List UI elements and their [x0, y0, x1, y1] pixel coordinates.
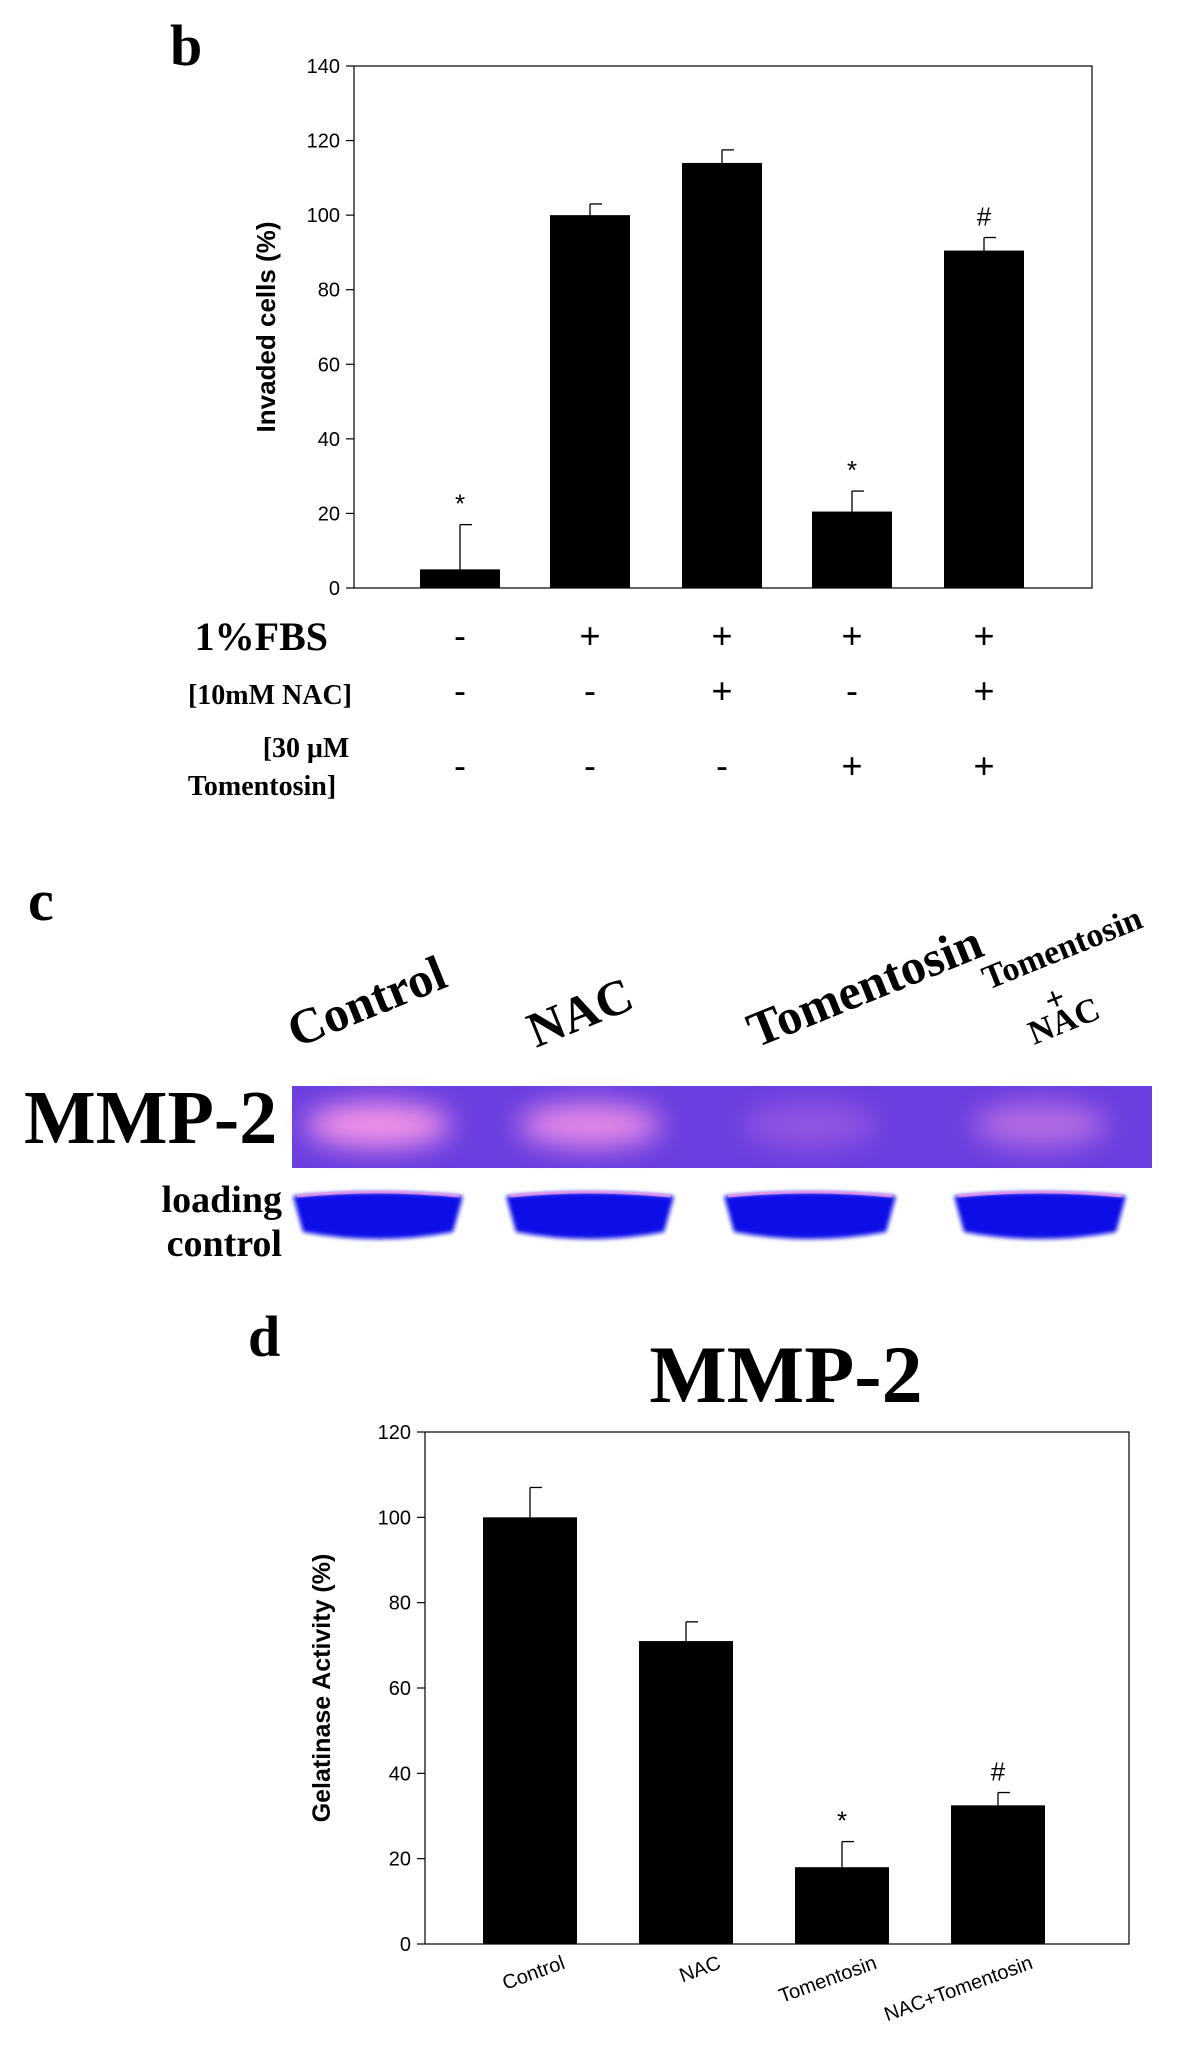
- chart-d-title: MMP-2: [649, 1329, 922, 1420]
- invaded-cells-chart: Invaded cells (%) 0 20 40 60 80 100 120 140 * * #: [251, 56, 1093, 600]
- d-bar: [795, 1867, 889, 1944]
- b-bar: [812, 511, 892, 588]
- d-category-label: NAC: [676, 1952, 723, 1987]
- b-ytick-label: 40: [318, 429, 340, 451]
- b-significance-mark: #: [977, 202, 992, 232]
- lane-label-control: Control: [279, 944, 454, 1058]
- mmp2-band: [742, 1103, 878, 1147]
- loading-band-edge: [727, 1190, 893, 1198]
- condition-symbol: -: [584, 745, 596, 786]
- condition-symbol: +: [973, 670, 994, 711]
- panel-d-letter: d: [248, 1304, 280, 1369]
- b-ytick-label: 120: [307, 131, 340, 153]
- b-bar: [550, 215, 630, 588]
- b-ytick-label: 60: [318, 354, 340, 376]
- d-bar: [483, 1517, 577, 1944]
- d-significance-mark: *: [837, 1806, 847, 1836]
- condition-symbol: +: [711, 670, 732, 711]
- condition-symbol: +: [973, 615, 994, 656]
- condition-symbol: +: [973, 745, 994, 786]
- b-ytick-label: 100: [307, 205, 340, 227]
- loading-label-2: control: [167, 1223, 282, 1265]
- panel-b-letter: b: [170, 13, 202, 78]
- d-significance-mark: #: [991, 1757, 1006, 1787]
- b-bar: [420, 569, 500, 588]
- loading-band-edge: [296, 1190, 460, 1198]
- d-ytick-label: 120: [378, 1422, 411, 1444]
- loading-band-edge: [957, 1190, 1123, 1198]
- d-bar: [951, 1805, 1045, 1944]
- loading-band-edge: [509, 1190, 671, 1198]
- condition-symbol: +: [579, 615, 600, 656]
- loading-label-1: loading: [162, 1179, 282, 1221]
- loading-band: [506, 1192, 674, 1239]
- condition-symbol: -: [454, 615, 466, 656]
- panel-c-letter: c: [28, 868, 54, 933]
- d-ytick-label: 20: [389, 1849, 411, 1871]
- cond-fbs-label: 1%FBS: [195, 614, 328, 659]
- b-ytick-label: 80: [318, 280, 340, 302]
- d-ytick-label: 60: [389, 1678, 411, 1700]
- condition-symbol: -: [584, 670, 596, 711]
- condition-symbol: -: [716, 745, 728, 786]
- lane-label-nac: NAC: [519, 966, 640, 1059]
- condition-symbol: -: [454, 745, 466, 786]
- loading-band: [954, 1192, 1126, 1239]
- d-category-label: NAC+Tomentosin: [881, 1952, 1035, 2026]
- condition-symbol: +: [711, 615, 732, 656]
- d-ytick-label: 0: [400, 1934, 411, 1956]
- b-ytick-label: 140: [307, 56, 340, 78]
- mmp2-band: [518, 1103, 662, 1147]
- chart-d-ylabel: Gelatinase Activity (%): [308, 1554, 336, 1823]
- b-significance-mark: *: [847, 455, 857, 485]
- b-bar: [944, 250, 1024, 589]
- b-ytick-label: 20: [318, 503, 340, 525]
- chart-b-ylabel: Invaded cells (%): [251, 222, 281, 433]
- condition-table: 1%FBS [10mM NAC] [30 μM Tomentosin] - + + +…: [188, 614, 995, 802]
- cond-tomentosin-label-1: [30 μM: [263, 733, 350, 764]
- mmp2-band: [973, 1103, 1107, 1147]
- loading-band: [724, 1192, 896, 1239]
- d-ytick-label: 100: [378, 1507, 411, 1529]
- loading-band: [293, 1192, 463, 1239]
- mmp2-band: [305, 1103, 451, 1147]
- cond-nac-label: [10mM NAC]: [188, 680, 352, 711]
- d-ytick-label: 80: [389, 1593, 411, 1615]
- cond-tomentosin-label-2: Tomentosin]: [188, 771, 336, 802]
- gel-row-label-mmp2: MMP-2: [24, 1076, 277, 1160]
- condition-symbol: +: [841, 745, 862, 786]
- b-significance-mark: *: [455, 489, 465, 519]
- condition-symbol: -: [846, 670, 858, 711]
- d-ytick-label: 40: [389, 1763, 411, 1785]
- d-bar: [639, 1641, 733, 1944]
- b-ytick-label: 0: [329, 578, 340, 600]
- d-category-label: Tomentosin: [776, 1952, 880, 2008]
- lane-label-combo-1: Tomentosin: [977, 900, 1147, 998]
- condition-symbol: +: [841, 615, 862, 656]
- gelatinase-activity-chart: Gelatinase Activity (%) 020406080100120 …: [308, 1422, 1130, 2026]
- condition-symbol: -: [454, 670, 466, 711]
- lane-label-tomentosin: Tomentosin: [739, 913, 990, 1058]
- b-bar: [682, 162, 762, 588]
- d-category-label: Control: [500, 1952, 568, 1995]
